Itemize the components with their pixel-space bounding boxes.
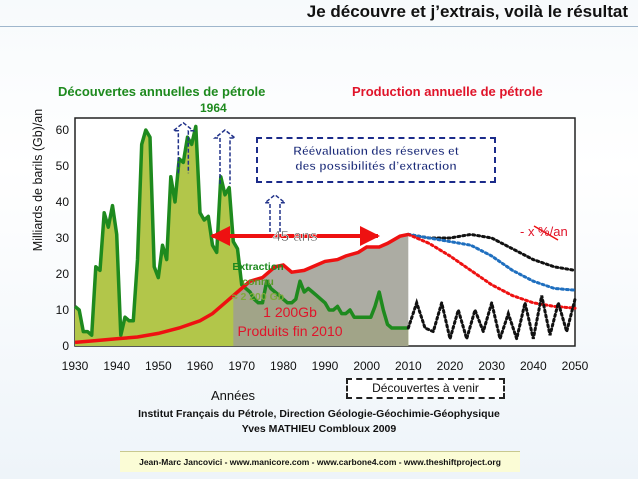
x-axis-label: Années: [211, 388, 256, 403]
y-tick-label: 20: [56, 267, 70, 281]
produced-label-2: Produits fin 2010: [237, 323, 342, 339]
x-tick-label: 1960: [187, 359, 214, 373]
future-discoveries-line: [406, 295, 577, 345]
y-tick-label: 50: [56, 159, 70, 173]
reevaluation-line-2: des possibilités d’extraction: [295, 159, 457, 173]
production-series-label: Production annuelle de pétrole: [352, 84, 543, 99]
reevaluation-arrows: [171, 121, 288, 238]
footer: Jean-Marc Jancovici - www.manicore.com -…: [120, 451, 520, 472]
source-line-2: Yves MATHIEU Combloux 2009: [241, 423, 397, 435]
x-tick-label: 1970: [228, 359, 255, 373]
reevaluation-line-1: Réévaluation des réserves et: [293, 144, 459, 158]
x-tick-label: 1950: [145, 359, 172, 373]
peak-year-label: 1964: [200, 101, 227, 115]
decline-pointer: [533, 225, 559, 241]
reevaluation-arrow-2: [212, 129, 238, 184]
discoveries-area: [75, 126, 409, 347]
gap-label: 45 ans: [272, 228, 317, 245]
x-tick-label: 1980: [270, 359, 297, 373]
forecast-blue-line: [406, 232, 577, 292]
title-divider: [0, 26, 638, 27]
future-discoveries-box: Découvertes à venir: [346, 378, 505, 399]
extracted-label-3: ≈ 2 200 Gb: [232, 291, 284, 303]
y-tick-label: 60: [56, 123, 70, 137]
y-tick-label: 30: [56, 231, 70, 245]
x-tick-label: 2040: [520, 359, 547, 373]
x-tick-label: 2020: [437, 359, 464, 373]
x-tick-label: 1940: [103, 359, 130, 373]
source-line-1: Institut Français du Pétrole, Direction …: [138, 408, 500, 420]
x-tick-label: 2000: [353, 359, 380, 373]
forecast-black-line: [406, 232, 577, 272]
x-tick-label: 1930: [62, 359, 89, 373]
x-axis: 1930 1940 1950 1960 1970 1980 1990 2000 2010 2020…: [62, 359, 589, 373]
forecast-red-line: [406, 232, 577, 310]
reevaluation-box: Réévaluation des réserves et des possibi…: [256, 137, 496, 183]
extracted-label-1: Extraction: [232, 261, 283, 273]
decline-label: - x %/an: [520, 224, 568, 239]
y-axis-label: Milliards de barils (Gb)/an: [31, 109, 45, 251]
slide-title: Je découvre et j’extrais, voilà le résul…: [306, 2, 628, 21]
y-axis: 0 10 20 30 40 50 60: [56, 123, 70, 353]
produced-label-1: 1 200Gb: [263, 304, 317, 320]
x-tick-label: 1990: [312, 359, 339, 373]
extracted-label-2: connu: [242, 276, 274, 288]
discoveries-series-label: Découvertes annuelles de pétrole: [58, 84, 265, 99]
x-tick-label: 2010: [395, 359, 422, 373]
x-tick-label: 2030: [478, 359, 505, 373]
discoveries-line: [73, 124, 409, 337]
y-tick-label: 10: [56, 303, 70, 317]
y-tick-label: 0: [62, 339, 69, 353]
reevaluation-arrow-1: [171, 121, 196, 174]
production-line: [74, 232, 409, 345]
y-tick-label: 40: [56, 195, 70, 209]
x-tick-label: 2050: [562, 359, 589, 373]
